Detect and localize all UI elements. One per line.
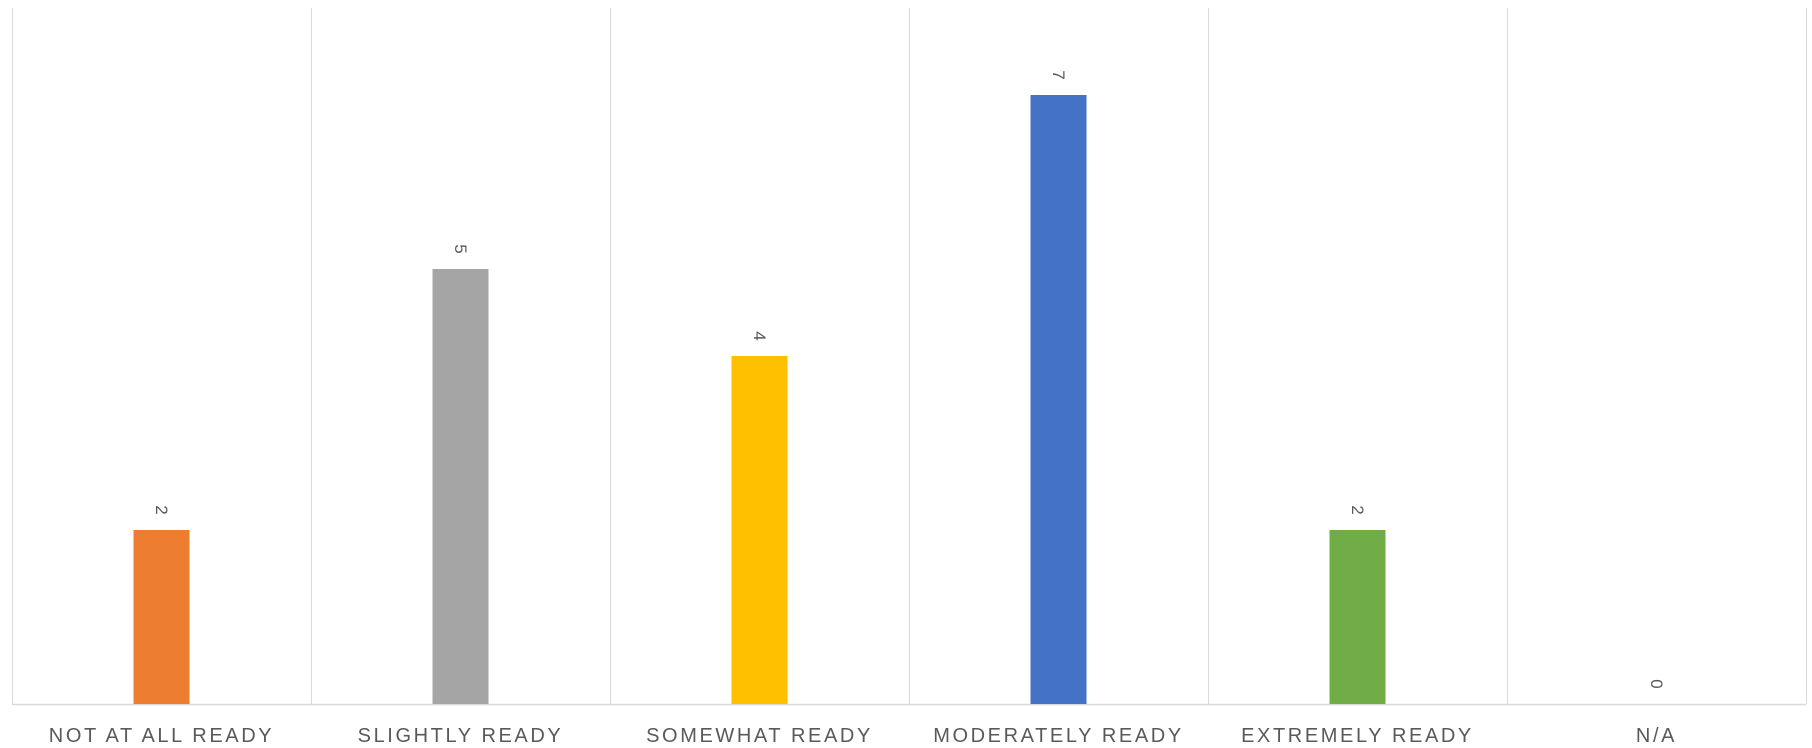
category-label-1: SLIGHTLY READY [358,725,564,747]
data-label-0: 2 [152,505,171,514]
data-label-4: 2 [1348,505,1367,514]
bar-2 [731,356,788,704]
bar-0 [133,530,190,704]
data-label-3: 7 [1049,70,1068,79]
category-label-4: EXTREMELY READY [1241,725,1474,747]
category-label-0: NOT AT ALL READY [49,725,274,747]
bar-layer [133,95,1386,704]
data-label-2: 4 [750,331,769,340]
bar-3 [1030,95,1087,704]
category-label-3: MODERATELY READY [933,725,1184,747]
category-label-5: N/A [1636,725,1677,747]
data-label-1: 5 [451,244,470,253]
bar-4 [1329,530,1386,704]
label-layer: 2 NOT AT ALL READY 5 SLIGHTLY READY 4 SOMEWHA… [49,70,1677,747]
grid-layer [12,8,1807,706]
bar-1 [432,269,489,704]
data-label-5: 0 [1647,679,1666,688]
category-label-2: SOMEWHAT READY [646,725,873,747]
